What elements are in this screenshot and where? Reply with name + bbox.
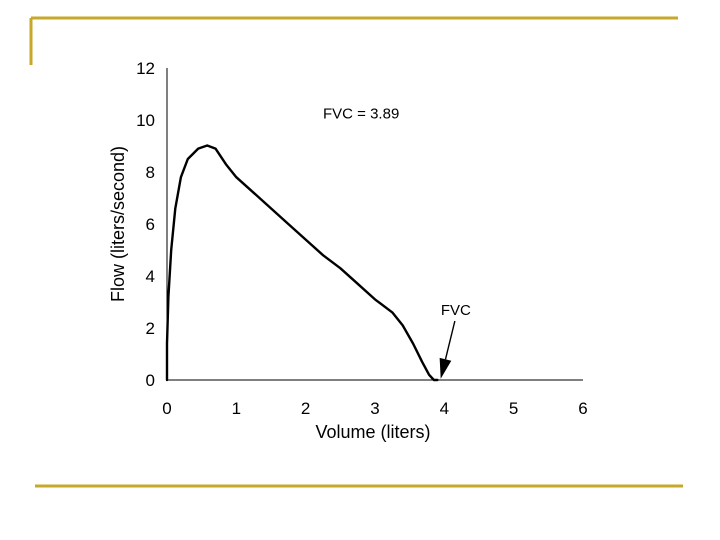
y-tick-label: 6 xyxy=(146,215,155,234)
x-tick-label: 1 xyxy=(232,399,241,418)
x-tick-label: 4 xyxy=(440,399,449,418)
series-line-flow-volume xyxy=(165,144,439,382)
y-tick-label: 0 xyxy=(146,371,155,390)
x-tick-label: 6 xyxy=(578,399,587,418)
annotation-fvc-arrowhead xyxy=(439,357,452,379)
x-tick-label: 0 xyxy=(162,399,171,418)
x-tick-label: 3 xyxy=(370,399,379,418)
y-tick-label: 8 xyxy=(146,163,155,182)
annotation-fvc-label: FVC xyxy=(441,302,471,319)
y-tick-label: 12 xyxy=(136,59,155,78)
x-axis-title: Volume (liters) xyxy=(315,422,430,442)
annotation-fvc-arrow xyxy=(444,320,456,360)
x-tick-label: 5 xyxy=(509,399,518,418)
y-tick-label: 10 xyxy=(136,111,155,130)
y-axis-title: Flow (liters/second) xyxy=(108,146,128,302)
y-tick-label: 4 xyxy=(146,267,155,286)
y-tick-label: 2 xyxy=(146,319,155,338)
annotation-fvc-value: FVC = 3.89 xyxy=(323,106,399,123)
slide-frame xyxy=(29,16,683,488)
x-tick-label: 2 xyxy=(301,399,310,418)
